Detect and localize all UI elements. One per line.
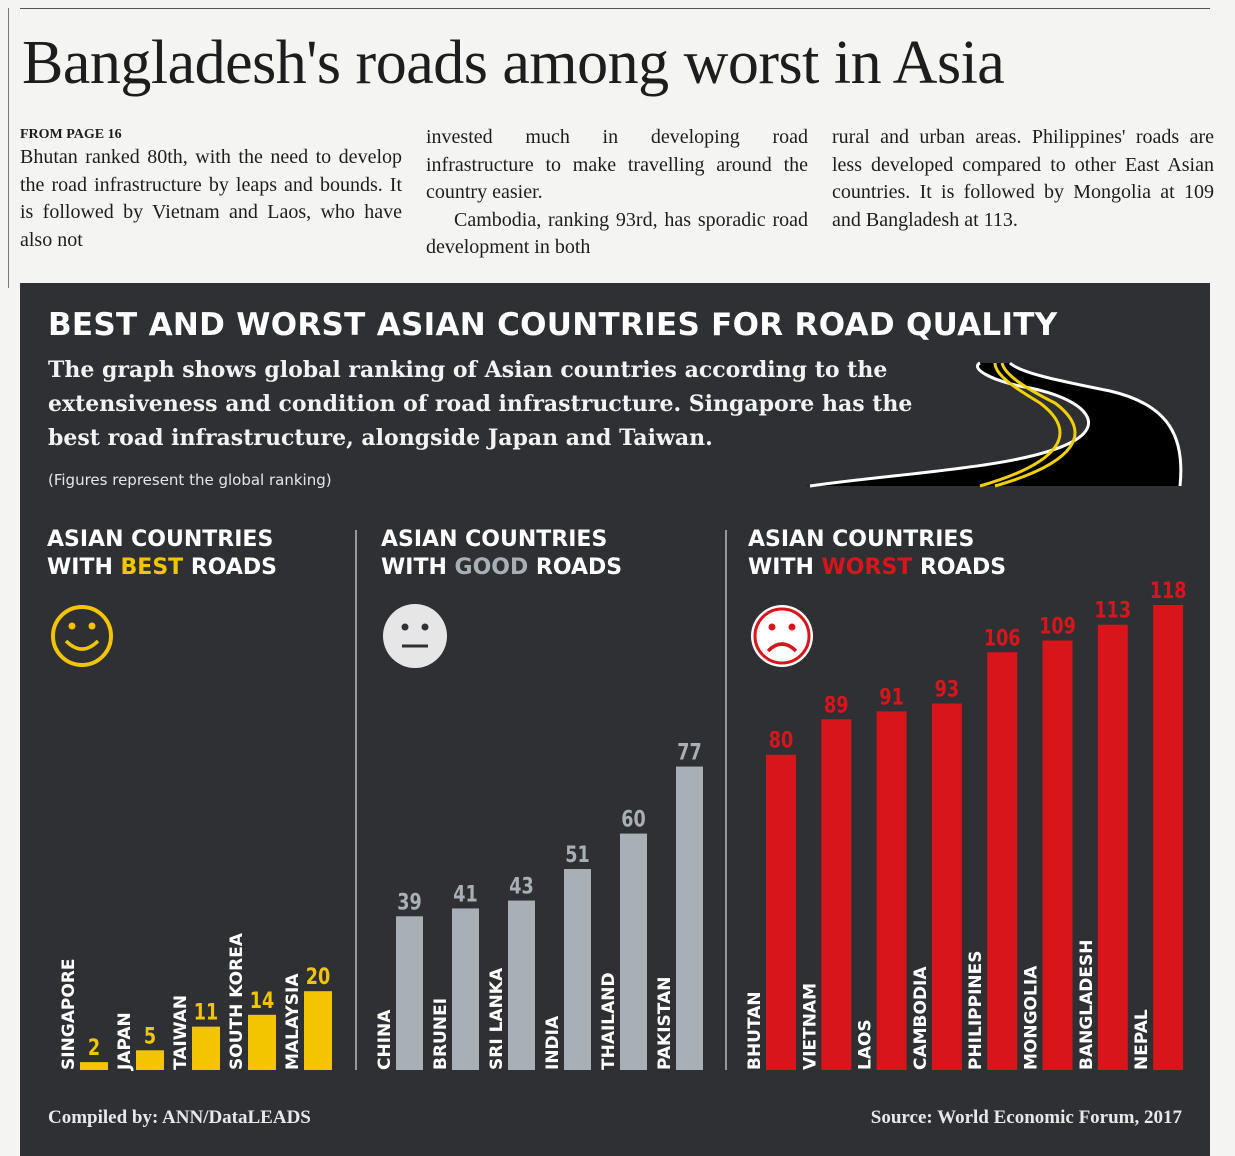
compiled-by: Compiled by: ANN/DataLEADS bbox=[48, 1107, 311, 1128]
article-column-2: invested much in developing road infrast… bbox=[426, 124, 808, 262]
category-label: TAIWAN bbox=[171, 995, 191, 1070]
bar-laos bbox=[876, 711, 907, 1070]
left-rule bbox=[8, 8, 9, 288]
heading-keyword: WORST bbox=[821, 555, 913, 580]
value-label: 43 bbox=[509, 874, 533, 899]
heading-prefix: WITH bbox=[381, 555, 455, 580]
road-illustration bbox=[805, 361, 1183, 488]
heading-keyword: BEST bbox=[120, 555, 184, 580]
sad-face-icon bbox=[751, 605, 813, 667]
top-rule bbox=[20, 8, 1210, 9]
category-label: PAKISTAN bbox=[655, 977, 675, 1070]
value-label: 106 bbox=[984, 625, 1021, 650]
ranking-note: (Figures represent the global ranking) bbox=[48, 471, 332, 489]
category-label: SRI LANKA bbox=[487, 967, 507, 1070]
kicker: FROM PAGE 16 bbox=[20, 127, 122, 142]
bar-cambodia bbox=[931, 703, 962, 1070]
category-label: PHILIPPINES bbox=[966, 951, 986, 1070]
infographic-description: The graph shows global ranking of Asian … bbox=[48, 357, 913, 451]
category-label: CAMBODIA bbox=[911, 966, 931, 1070]
article-column-3: rural and urban areas. Philippines' road… bbox=[832, 124, 1214, 234]
bar-china bbox=[396, 916, 423, 1070]
category-label: JAPAN bbox=[115, 1012, 135, 1071]
category-label: CHINA bbox=[375, 1009, 395, 1070]
value-label: 118 bbox=[1150, 578, 1187, 603]
value-label: 109 bbox=[1039, 614, 1076, 639]
value-label: 113 bbox=[1094, 598, 1131, 623]
heading-line: ASIAN COUNTRIES bbox=[748, 527, 975, 552]
heading-prefix: WITH bbox=[47, 555, 121, 580]
category-label: SINGAPORE bbox=[59, 958, 79, 1070]
category-label: BHUTAN bbox=[745, 991, 765, 1070]
bar-bangladesh bbox=[1097, 624, 1128, 1070]
heading-suffix: ROADS bbox=[528, 555, 623, 580]
value-label: 39 bbox=[397, 889, 421, 914]
group-heading-best: ASIAN COUNTRIES WITH BEST ROADS bbox=[47, 526, 277, 582]
bar-sri-lanka bbox=[508, 900, 535, 1070]
bar-taiwan bbox=[192, 1026, 220, 1070]
article-column-1: FROM PAGE 16 Bhutan ranked 80th, with th… bbox=[20, 126, 402, 254]
category-label: INDIA bbox=[543, 1015, 563, 1070]
bar-vietnam bbox=[821, 719, 852, 1070]
source-credit: Source: World Economic Forum, 2017 bbox=[870, 1107, 1182, 1128]
category-label: NEPAL bbox=[1132, 1009, 1152, 1070]
heading-suffix: ROADS bbox=[912, 555, 1007, 580]
value-label: 60 bbox=[621, 807, 645, 832]
bar-brunei bbox=[452, 908, 479, 1070]
value-label: 2 bbox=[88, 1035, 100, 1060]
value-label: 91 bbox=[879, 685, 903, 710]
heading-line: ASIAN COUNTRIES bbox=[47, 527, 274, 552]
group-heading-worst: ASIAN COUNTRIES WITH WORST ROADS bbox=[748, 526, 1006, 582]
value-label: 51 bbox=[565, 842, 589, 867]
bar-thailand bbox=[620, 833, 647, 1070]
bar-japan bbox=[136, 1050, 164, 1070]
value-label: 93 bbox=[935, 677, 959, 702]
heading-keyword: GOOD bbox=[454, 555, 529, 580]
heading-line: ASIAN COUNTRIES bbox=[381, 527, 608, 552]
bar-philippines bbox=[987, 652, 1018, 1070]
heading-prefix: WITH bbox=[748, 555, 822, 580]
category-label: MALAYSIA bbox=[283, 973, 303, 1070]
value-label: 20 bbox=[306, 964, 330, 989]
bar-pakistan bbox=[676, 766, 703, 1070]
category-label: VIETNAM bbox=[800, 983, 820, 1070]
bar-bhutan bbox=[766, 754, 796, 1070]
heading-suffix: ROADS bbox=[183, 555, 278, 580]
infographic-panel: 2 SINGAPORE 5 JAPAN 11 TAIWAN 14 SOUTH KOREA 20 M… bbox=[20, 283, 1210, 1156]
bar-nepal bbox=[1153, 605, 1184, 1070]
value-label: 5 bbox=[144, 1023, 156, 1048]
neutral-face-icon bbox=[383, 604, 447, 668]
value-label: 11 bbox=[194, 1000, 218, 1025]
value-label: 14 bbox=[250, 988, 274, 1013]
category-label: BANGLADESH bbox=[1077, 940, 1097, 1070]
bar-malaysia bbox=[304, 991, 332, 1070]
headline: Bangladesh's roads among worst in Asia bbox=[22, 29, 1005, 97]
smiley-face-icon bbox=[51, 605, 113, 667]
category-label: THAILAND bbox=[599, 972, 619, 1070]
column-text: Bhutan ranked 80th, with the need to dev… bbox=[20, 146, 402, 251]
column-text: Cambodia, ranking 93rd, has sporadic roa… bbox=[426, 208, 808, 259]
value-label: 80 bbox=[769, 728, 793, 753]
column-text: rural and urban areas. Philippines' road… bbox=[832, 126, 1214, 231]
bar-singapore bbox=[80, 1062, 108, 1070]
value-label: 41 bbox=[453, 882, 477, 907]
value-label: 77 bbox=[677, 740, 701, 765]
category-label: LAOS bbox=[856, 1019, 876, 1070]
infographic-title: BEST AND WORST ASIAN COUNTRIES FOR ROAD … bbox=[48, 307, 1058, 343]
column-text: invested much in developing road infrast… bbox=[426, 126, 808, 203]
bar-south-korea bbox=[248, 1014, 276, 1070]
category-label: SOUTH KOREA bbox=[227, 932, 247, 1070]
category-label: MONGOLIA bbox=[1022, 965, 1042, 1070]
group-heading-good: ASIAN COUNTRIES WITH GOOD ROADS bbox=[381, 526, 622, 582]
value-label: 89 bbox=[824, 692, 848, 717]
bar-mongolia bbox=[1042, 640, 1073, 1070]
category-label: BRUNEI bbox=[431, 998, 451, 1070]
bar-india bbox=[564, 869, 591, 1070]
